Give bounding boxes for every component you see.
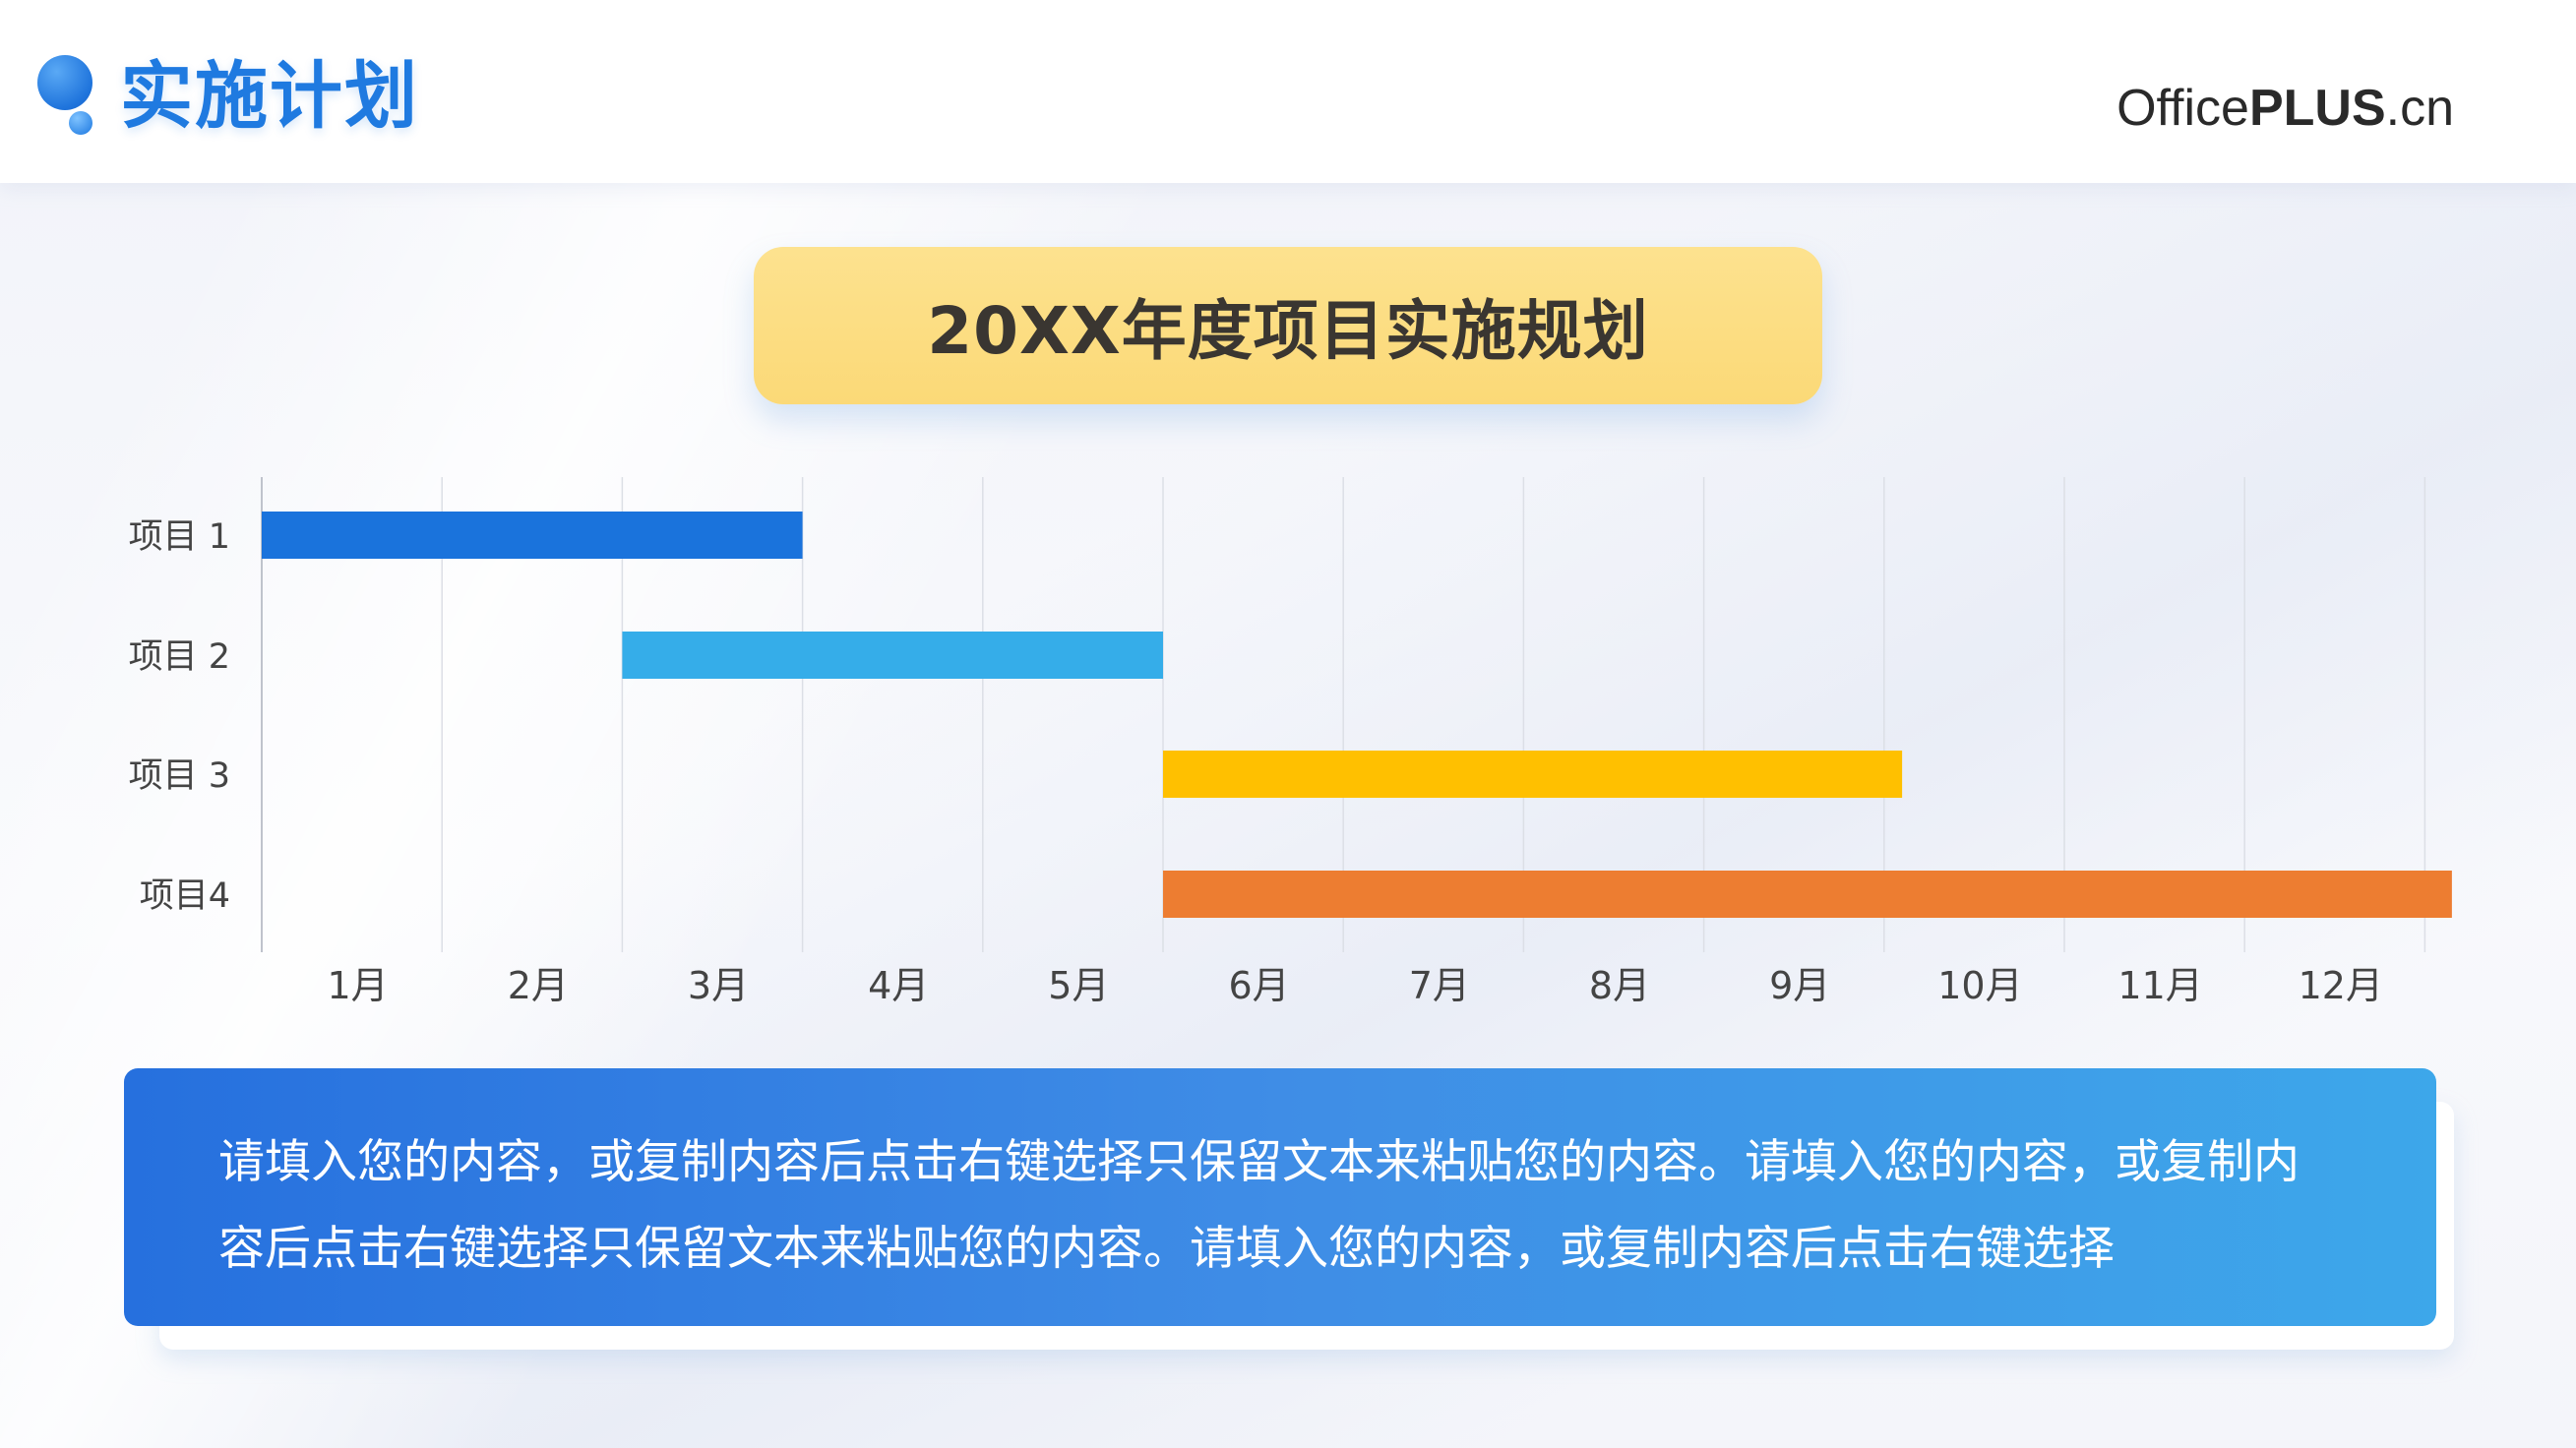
- y-category-label: 项目 2: [129, 637, 230, 677]
- logo-prefix: Office: [2116, 80, 2249, 137]
- chart-title-box: 20XX年度项目实施规划: [754, 247, 1822, 404]
- x-tick-label: 9月: [1769, 964, 1830, 1007]
- x-tick-label: 10月: [1937, 964, 2022, 1007]
- header-bar: 实施计划 OfficePLUS.cn: [0, 0, 2576, 183]
- bubble-small-decoration-icon: [69, 111, 92, 135]
- logo-bold: PLUS: [2248, 80, 2386, 137]
- description-box: 请填入您的内容，或复制内容后点击右键选择只保留文本来粘贴您的内容。请填入您的内容…: [124, 1068, 2436, 1326]
- x-tick-label: 4月: [868, 964, 929, 1007]
- officeplus-logo: OfficePLUS.cn: [2116, 79, 2454, 138]
- x-tick-label: 1月: [328, 964, 389, 1007]
- bubble-decoration-icon: [37, 55, 92, 110]
- y-category-label: 项目 3: [129, 756, 230, 796]
- x-tick-label: 3月: [688, 964, 749, 1007]
- logo-suffix: .cn: [2385, 80, 2454, 137]
- x-tick-label: 5月: [1048, 964, 1109, 1007]
- y-category-label: 项目4: [140, 876, 230, 916]
- x-tick-label: 8月: [1589, 964, 1650, 1007]
- x-tick-label: 7月: [1409, 964, 1470, 1007]
- gantt-chart: 1月 2月 3月 4月 5月 6月 7月 8月 9月 10月 11月 12月 项目 1 项目 2 项目 3 项…: [129, 477, 2452, 1007]
- x-tick-label: 6月: [1229, 964, 1290, 1007]
- gantt-bar: [622, 632, 1163, 679]
- page-title: 实施计划: [120, 54, 419, 139]
- y-category-label: 项目 1: [129, 517, 230, 557]
- x-tick-label: 11月: [2117, 964, 2202, 1007]
- description-text: 请填入您的内容，或复制内容后点击右键选择只保留文本来粘贴您的内容。请填入您的内容…: [218, 1135, 2300, 1276]
- gantt-bar: [1163, 871, 2452, 918]
- gantt-bar: [1163, 751, 1903, 798]
- x-tick-label: 12月: [2299, 964, 2383, 1007]
- x-tick-label: 2月: [508, 964, 569, 1007]
- gantt-bar: [262, 512, 803, 559]
- chart-title: 20XX年度项目实施规划: [927, 293, 1649, 369]
